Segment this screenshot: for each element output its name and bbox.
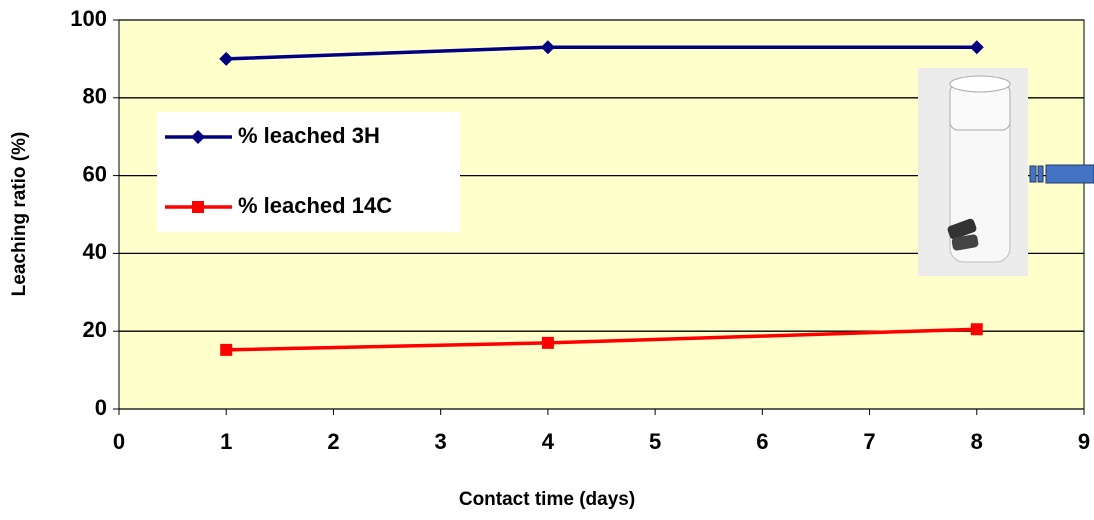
x-tick-label: 0 (113, 429, 125, 454)
legend-marker (192, 201, 204, 213)
x-tick-label: 2 (327, 429, 339, 454)
x-tick-label: 4 (542, 429, 555, 454)
y-tick-label: 0 (95, 395, 107, 420)
x-tick-label: 1 (220, 429, 232, 454)
x-tick-label: 6 (756, 429, 768, 454)
legend-label: % leached 3H (238, 123, 380, 148)
y-axis-label: Leaching ratio (%) (9, 132, 30, 297)
y-tick-label: 100 (70, 6, 107, 31)
x-tick-label: 8 (971, 429, 983, 454)
y-tick-label: 40 (83, 239, 107, 264)
photo-inset (918, 68, 1028, 276)
x-tick-label: 5 (649, 429, 661, 454)
x-tick-label: 3 (435, 429, 447, 454)
x-axis-label: Contact time (days) (459, 489, 635, 510)
point (220, 344, 232, 356)
x-tick-label: 9 (1078, 429, 1090, 454)
y-tick-label: 80 (83, 84, 107, 109)
y-tick-label: 20 (83, 317, 107, 342)
chart: Contact time (days) Leaching ratio (%) 0… (0, 0, 1094, 520)
arrow-decoration (1030, 165, 1094, 183)
point (971, 323, 983, 335)
legend-label: % leached 14C (238, 193, 392, 218)
point (542, 337, 554, 349)
x-tick-label: 7 (863, 429, 875, 454)
y-tick-label: 60 (83, 161, 107, 186)
